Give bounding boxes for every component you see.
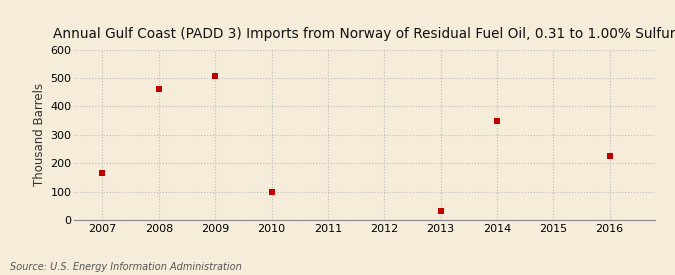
Point [97, 171, 108, 175]
Title: Annual Gulf Coast (PADD 3) Imports from Norway of Residual Fuel Oil, 0.31 to 1.0: Annual Gulf Coast (PADD 3) Imports from … [53, 28, 675, 42]
Point [435, 208, 446, 213]
Text: Source: U.S. Energy Information Administration: Source: U.S. Energy Information Administ… [10, 262, 242, 272]
Point [604, 154, 615, 159]
Point [491, 118, 502, 123]
Y-axis label: Thousand Barrels: Thousand Barrels [33, 83, 46, 186]
Point [210, 74, 221, 78]
Point [153, 87, 164, 91]
Point [266, 190, 277, 194]
